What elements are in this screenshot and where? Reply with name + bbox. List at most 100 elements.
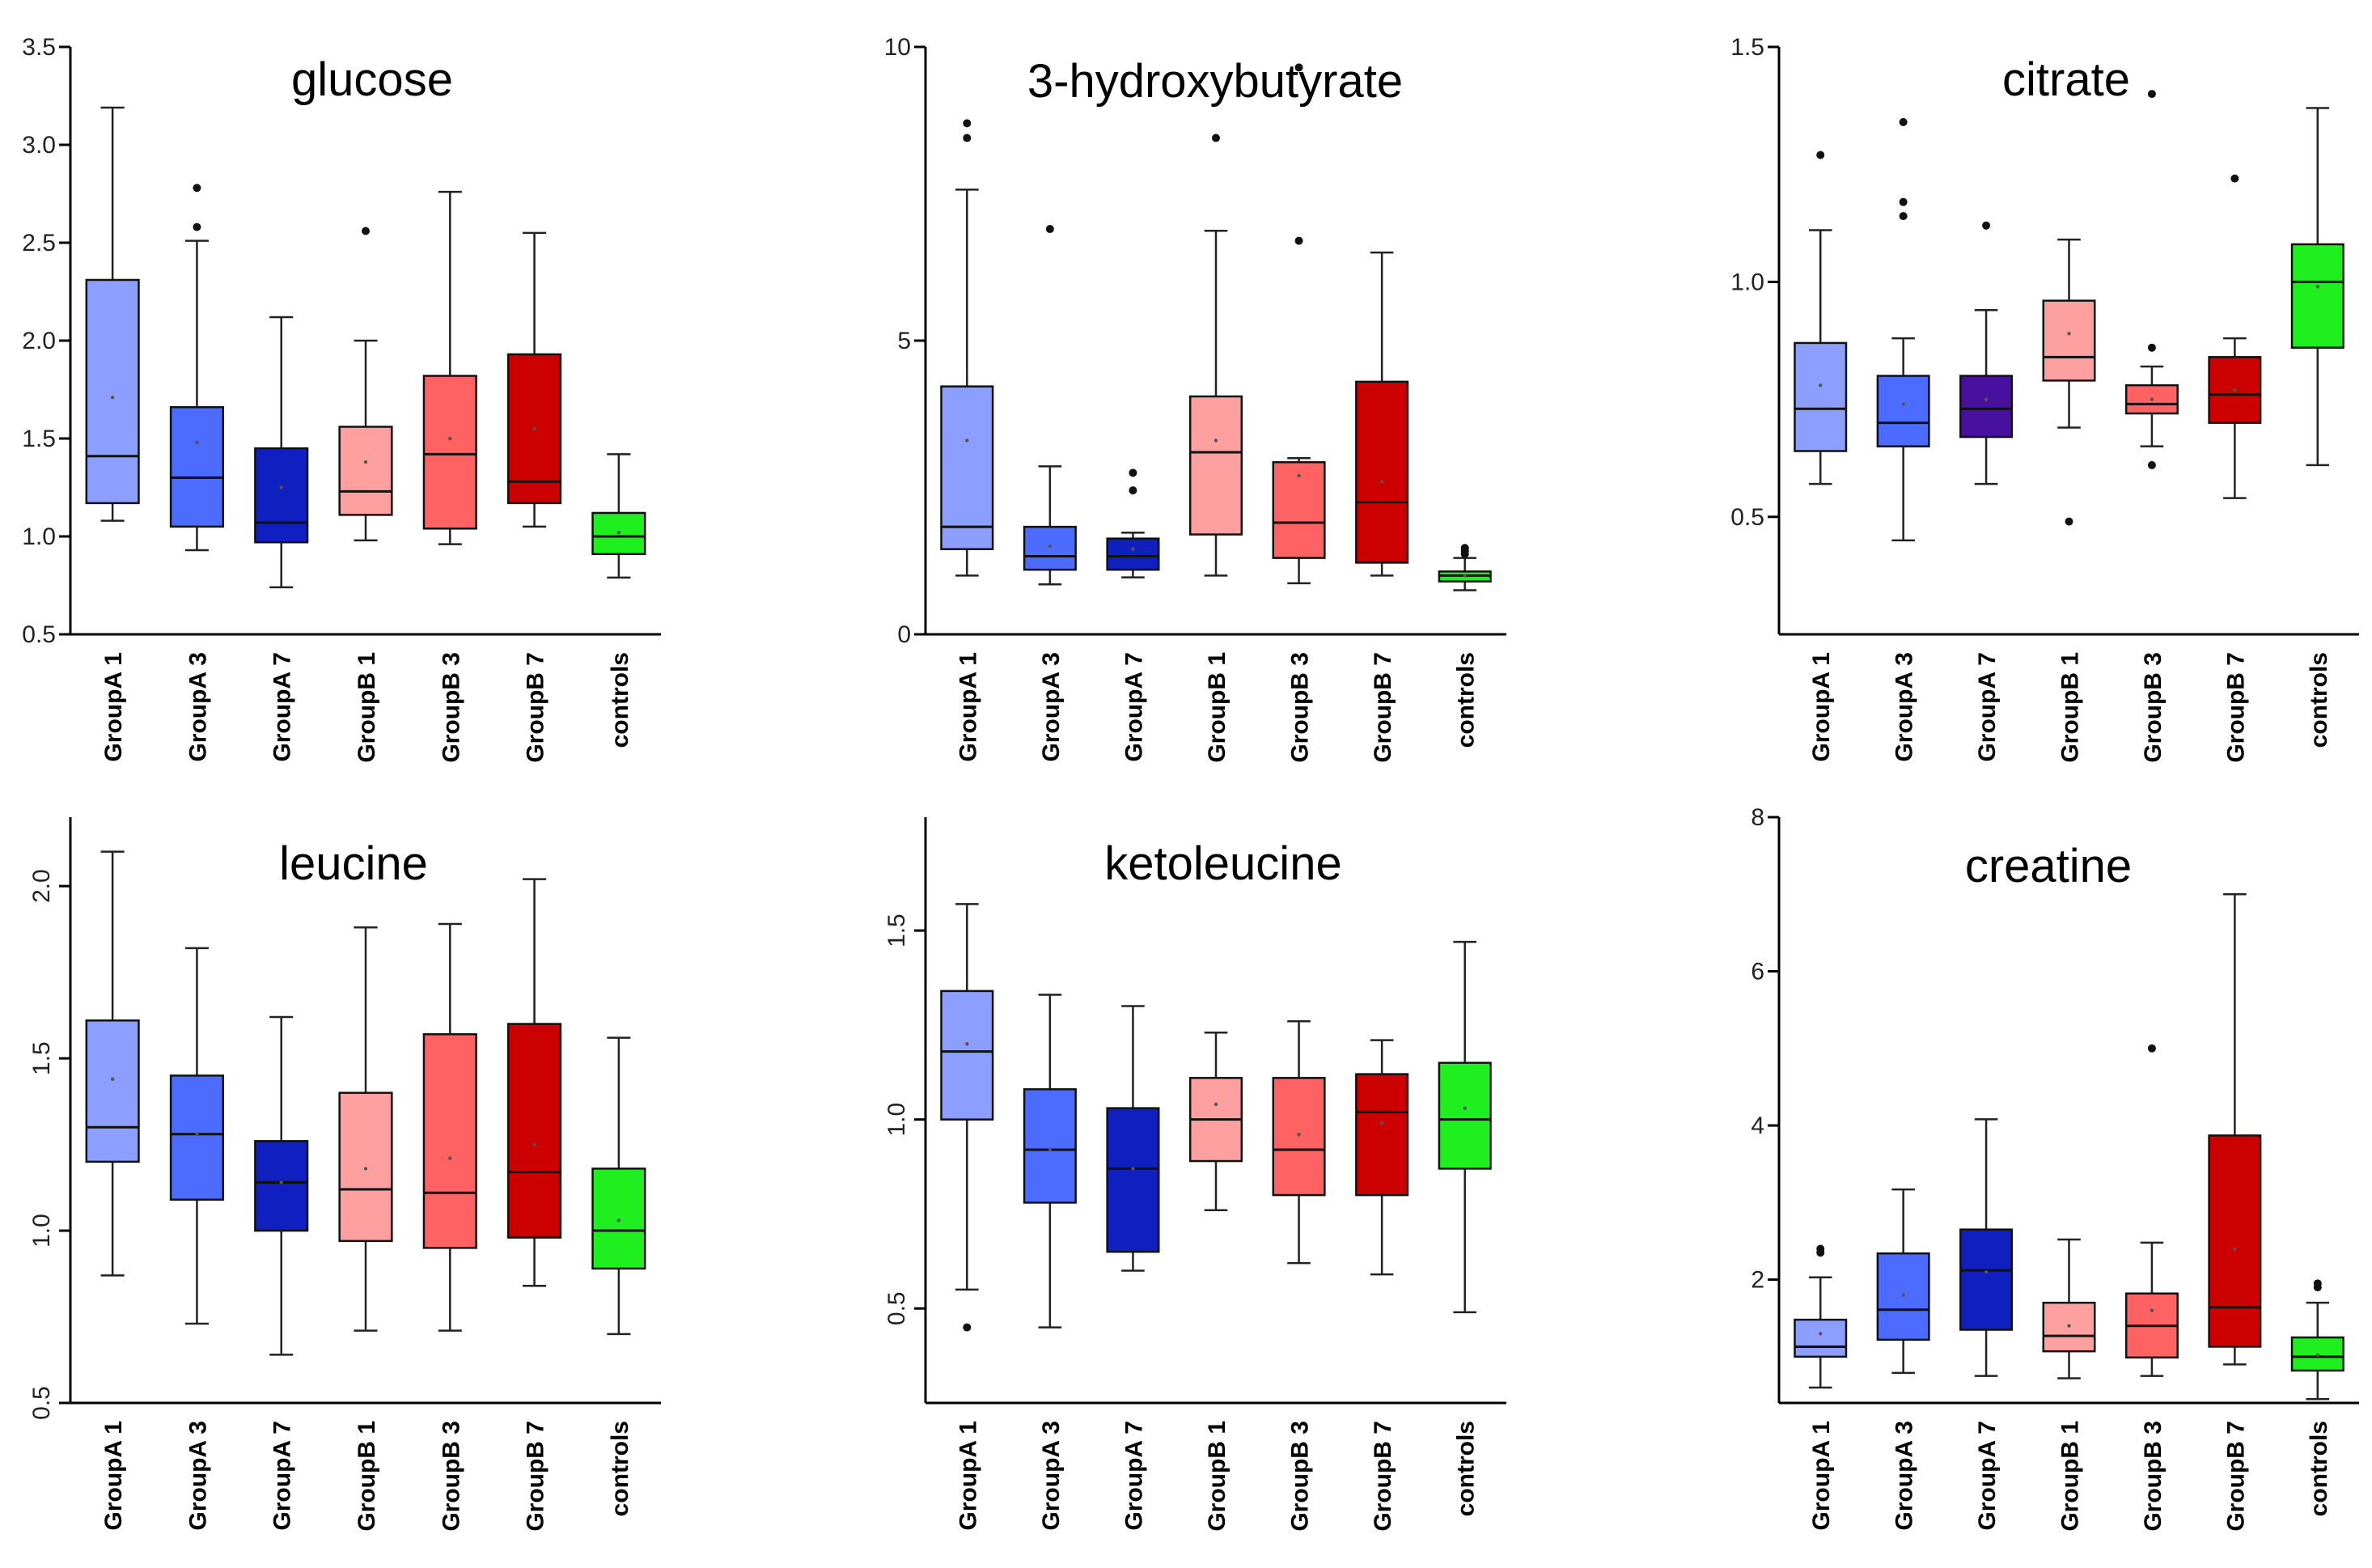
category-label: GroupB 7 [523,652,549,763]
box-groupa-3 [169,184,225,552]
mean-marker [1984,1269,1989,1274]
box-groupb-1 [2042,238,2096,526]
box-iqr [1355,380,1409,564]
box-iqr [338,1091,393,1243]
outlier-point [1212,133,1220,142]
box-groupa-7 [1959,221,2014,485]
y-tick-label: 5 [897,328,911,354]
mean-marker [448,436,452,441]
category-label: GroupA 1 [955,652,981,762]
box-groupa-1 [940,119,994,577]
box-groupb-7 [1355,251,1409,577]
mean-marker [616,1218,621,1223]
mean-marker [1131,1167,1135,1171]
box-iqr [169,406,225,528]
box-iqr [1272,461,1326,559]
outlier-point [1899,197,1908,206]
panel-3-hydroxybutyrate: 0 5 10 3-hydroxybutyrate GroupA 1 GroupA 3 Gro… [884,34,1506,763]
chart-title: ketoleucine [1104,837,1341,890]
category-label: GroupB 1 [2057,1421,2084,1532]
category-label: GroupB 7 [2222,1421,2249,1532]
mean-marker [2315,1353,2319,1358]
y-tick-label: 1.0 [883,1103,910,1137]
panel-creatine: 2 4 6 8 creatine GroupA 1 GroupA 3 GroupA 7 Grou… [1751,804,2359,1532]
box-groupb-3 [2124,1044,2179,1377]
category-label: GroupB 3 [2140,652,2167,763]
box-groupa-7 [1106,1005,1160,1272]
box-iqr [422,1033,477,1249]
box-iqr [1876,375,1930,447]
mean-marker [532,1142,536,1146]
box-iqr [1794,341,1848,452]
category-label: GroupA 1 [1808,1421,1835,1531]
box-controls [1438,544,1492,591]
box-groupb-1 [338,227,393,542]
box-groupa-1 [1794,1244,1848,1389]
y-tick-label: 1.0 [1730,269,1764,295]
mean-marker [195,1132,199,1137]
y-tick-label: 2.0 [28,869,55,903]
category-label: GroupA 3 [1891,1421,1918,1531]
category-label: controls [2306,1421,2332,1516]
category-label: GroupA 3 [1038,652,1065,762]
box-iqr [1188,395,1243,536]
box-groupa-1 [85,850,140,1277]
mean-marker [616,530,621,535]
box-iqr [254,447,309,544]
box-groupb-3 [422,190,477,545]
box-groupb-7 [1355,1039,1409,1276]
outlier-point [193,184,201,193]
box-groupb-1 [2042,1238,2096,1379]
box-iqr [1794,1318,1848,1358]
category-label: GroupA 7 [1120,652,1147,762]
mean-marker [2233,1247,2237,1251]
category-label: GroupB 7 [1370,1421,1396,1532]
y-tick-label: 4 [1751,1112,1764,1139]
category-label: GroupA 3 [184,1421,211,1531]
mean-marker [1819,383,1823,388]
mean-marker [2315,285,2319,289]
mean-marker [448,1156,452,1160]
box-groupa-7 [254,1015,309,1356]
y-tick-label: 10 [884,34,911,61]
mean-marker [1214,1102,1218,1107]
mean-marker [1214,439,1218,443]
outlier-point [2147,1044,2156,1053]
outlier-point [2147,460,2156,469]
box-iqr [2290,243,2344,349]
category-label: GroupB 1 [354,652,380,763]
mean-marker [2150,1308,2154,1312]
mean-marker [195,440,199,445]
box-groupb-1 [1188,1031,1243,1212]
box-controls [2290,107,2344,467]
outlier-point [1045,225,1054,234]
box-iqr [85,1019,140,1163]
box-iqr [1023,525,1077,571]
y-tick-label: 0.5 [883,1291,910,1325]
mean-marker [110,395,115,400]
box-groupa-1 [85,106,140,522]
chart-title: leucine [279,837,428,890]
category-label: GroupB 3 [438,652,464,763]
box-iqr [85,278,140,505]
mean-marker [363,1167,368,1171]
box-groupb-3 [1272,63,1326,585]
y-tick-label: 0.5 [22,621,56,648]
box-groupa-7 [1106,468,1160,578]
mean-marker [1379,1121,1384,1125]
mean-marker [1379,480,1384,484]
y-tick-label: 0.5 [28,1386,55,1420]
y-tick-label: 8 [1751,804,1764,831]
panel-ketoleucine: 0.5 1.0 1.5 ketoleucine GroupA 1 GroupA 3 Grou… [883,817,1506,1532]
box-iqr [1023,1088,1077,1204]
box-iqr [169,1074,225,1201]
box-groupa-3 [169,947,225,1325]
y-tick-label: 3.0 [22,132,56,159]
mean-marker [279,485,283,489]
mean-marker [363,460,368,464]
outlier-point [362,227,370,235]
box-iqr [1106,537,1160,571]
chart-title: 3-hydroxybutyrate [1027,55,1403,108]
category-label: GroupA 7 [269,652,296,762]
